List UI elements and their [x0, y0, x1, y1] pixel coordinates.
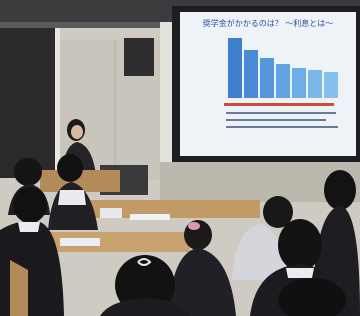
door: [0, 28, 55, 178]
slide-bar: [228, 38, 242, 98]
paper: [100, 208, 122, 218]
slide-bar: [276, 64, 290, 98]
slide-title: 奨学金がかかるのは？ 〜利息とは〜: [203, 18, 334, 28]
door-frame: [55, 28, 60, 178]
slide-bar: [244, 50, 258, 98]
paper: [60, 238, 100, 246]
classroom-photo: 奨学金がかかるのは？ 〜利息とは〜: [0, 0, 360, 316]
slide-underline: [224, 103, 334, 106]
slide-bar: [260, 58, 274, 98]
slide-bar: [308, 70, 322, 98]
slide-text-line: [226, 112, 336, 114]
paper: [130, 214, 170, 220]
slide-text-line: [226, 126, 338, 128]
slide-text-line: [226, 119, 326, 121]
slide-bar: [324, 72, 338, 98]
beam: [0, 22, 170, 28]
speaker: [124, 38, 154, 76]
slide-bar: [292, 68, 306, 98]
